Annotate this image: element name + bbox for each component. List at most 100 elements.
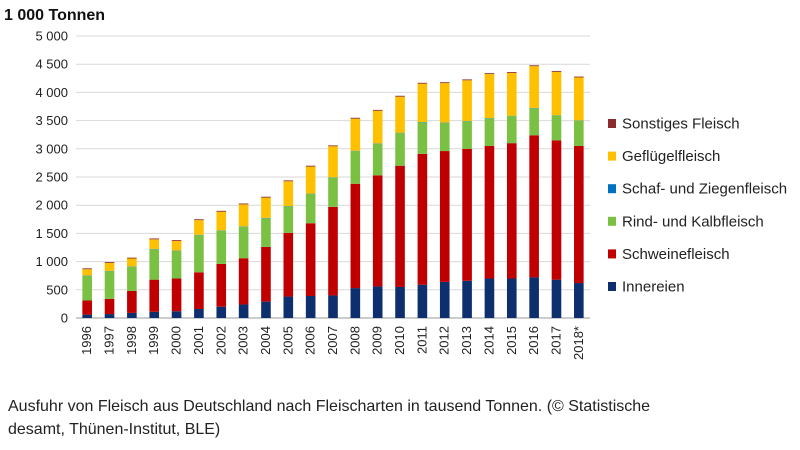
x-tick-label: 2014 [481,326,496,355]
legend-label: Schweinefleisch [622,246,730,263]
bar-segment [328,145,338,147]
legend-swatch [608,184,616,194]
x-tick-label: 2007 [325,326,340,355]
bar-segment [171,240,182,242]
bar-segment [417,122,428,154]
bar-segment [462,148,472,281]
bar-segment [127,258,137,267]
bar-segment [484,118,495,146]
bar-segment [417,83,428,123]
bar-segment [261,197,271,218]
x-tick-label: 2011 [414,326,429,354]
bar-segment [238,258,249,305]
x-tick-label: 2016 [526,326,541,355]
bar-segment [529,108,539,136]
x-tick-label: 2001 [191,326,206,355]
bar-segment [305,296,316,318]
bar-segment [574,76,584,78]
bar-segment [439,281,450,318]
bar-segment [372,286,383,318]
bar-segment [484,74,495,119]
caption-line-2: desamt, Thünen-Institut, BLE) [8,421,221,438]
x-tick-label: 2002 [213,326,228,355]
bar-segment [395,133,405,166]
bar-segment [149,279,160,312]
bar-segment [104,263,115,271]
legend-swatch [608,151,616,161]
bar-segment [551,140,562,280]
bar-segment [127,266,137,291]
legend-swatch [608,282,616,291]
bar-segment [171,241,182,251]
y-tick-label: 3 000 [35,141,68,156]
bar-segment [149,238,160,240]
bar-segment [372,143,383,176]
x-tick-label: 2018* [571,326,586,360]
bar-segment [574,145,584,284]
x-tick-label: 2012 [437,326,452,355]
bar-segment [82,268,92,270]
bar-segment [395,95,405,97]
bar-segment [194,272,204,309]
bar-segment [104,298,115,315]
bar-segment [395,96,405,133]
x-tick-label: 2009 [370,326,385,355]
bar-segment [216,263,227,307]
x-tick-label: 2004 [258,326,273,355]
bar-segment [328,206,338,296]
bar-segment [283,180,294,182]
y-tick-label: 1 000 [35,254,68,269]
x-tick-label: 2000 [169,326,184,355]
bar-segment [506,116,517,144]
y-tick-label: 0 [61,311,68,326]
caption-line-1: Ausfuhr von Fleisch aus Deutschland nach… [8,398,651,415]
bar-segment [529,65,539,67]
x-tick-label: 2003 [236,326,251,355]
bar-segment [574,283,584,318]
bar-segment [194,308,204,318]
bar-segment [305,193,316,224]
bar-segment [529,135,539,278]
legend-swatch [608,249,616,259]
bar-segment [194,235,204,273]
legend-swatch [608,119,616,128]
bar-segment [216,306,227,318]
bar-segment [216,211,227,231]
bar-segment [484,145,495,279]
bar-segment [104,262,115,264]
bar-segment [372,175,383,287]
legend-swatch [608,216,616,226]
bar-segment [484,278,495,318]
legend-label: Geflügelfleisch [622,148,720,165]
bar-segment [506,278,517,318]
bar-segment [506,72,517,116]
x-tick-label: 2008 [347,326,362,355]
bar-segment [350,151,361,184]
bar-segment [216,230,227,264]
bar-segment [350,117,361,119]
unit-label: 1 000 Tonnen [4,7,105,24]
y-tick-label: 3 500 [35,113,68,128]
bar-segment [439,82,450,84]
x-tick-label: 2013 [459,326,474,355]
bar-segment [372,109,383,111]
bar-segment [194,220,204,235]
x-tick-label: 1996 [79,326,94,355]
bar-segment [350,183,361,289]
bar-segment [328,295,338,318]
bar-segment [551,279,562,318]
legend-label: Sonstiges Fleisch [622,116,740,133]
x-tick-label: 2005 [280,326,295,355]
bar-segment [104,314,115,318]
x-tick-label: 1999 [146,326,161,355]
bar-segment [529,277,539,318]
legend-label: Innereien [622,279,685,296]
bar-segment [104,271,115,299]
bar-segment [462,79,472,81]
bar-segment [82,314,92,318]
bar-segment [283,206,294,233]
bar-segment [149,239,160,249]
bar-segment [506,143,517,279]
x-tick-label: 2017 [548,326,563,355]
bar-segment [574,120,584,146]
